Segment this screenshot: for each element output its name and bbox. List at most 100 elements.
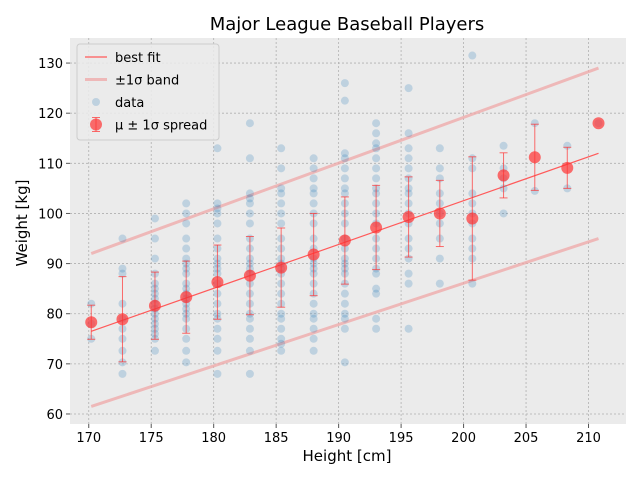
x-axis-ticks: 170 175 180 185 190 195 200 205 210 (76, 424, 601, 446)
spread-marker (561, 146, 574, 189)
data-point (213, 324, 222, 333)
spread-mean-point (116, 313, 129, 326)
data-point (309, 154, 318, 163)
data-point (309, 184, 318, 193)
x-tick-label: 170 (76, 431, 101, 446)
legend-label: μ ± 1σ spread (115, 119, 207, 134)
spread-mean-point (148, 299, 161, 312)
data-point (372, 129, 381, 138)
data-point (182, 244, 191, 253)
data-point (118, 358, 127, 367)
spread-marker (528, 123, 541, 191)
data-point (213, 334, 222, 343)
data-point (372, 139, 381, 148)
data-point (245, 199, 254, 208)
data-point (309, 334, 318, 343)
sigma-band (90, 66, 600, 408)
spread-mean-point (402, 210, 415, 223)
data-point (277, 339, 286, 348)
y-tick-label: 130 (38, 57, 63, 72)
data-point (372, 284, 381, 293)
data-point (372, 289, 381, 298)
data-point (404, 154, 413, 163)
data-point (182, 219, 191, 228)
chart-title: Major League Baseball Players (210, 14, 485, 35)
data-point (372, 314, 381, 323)
legend-box (76, 43, 220, 141)
data-point (404, 144, 413, 153)
spread-errorbars (85, 117, 605, 363)
data-point (499, 141, 508, 150)
x-tick-label: 205 (514, 431, 539, 446)
spread-marker (116, 276, 129, 363)
data-point (372, 154, 381, 163)
spread-marker (211, 244, 224, 320)
data-point (245, 324, 254, 333)
spread-marker (85, 304, 98, 340)
data-point (245, 219, 254, 228)
data-point (530, 119, 539, 128)
data-point (309, 309, 318, 318)
data-point (340, 309, 349, 318)
data-point (309, 199, 318, 208)
data-point (213, 219, 222, 228)
data-point (372, 119, 381, 128)
y-axis-label: Weight [kg] (13, 180, 31, 267)
data-point (277, 209, 286, 218)
data-point (277, 164, 286, 173)
data-point (404, 279, 413, 288)
y-tick-label: 100 (38, 207, 63, 222)
spread-marker (592, 117, 605, 130)
data-point (372, 324, 381, 333)
spread-marker (307, 212, 320, 297)
data-point (530, 186, 539, 195)
x-tick-label: 175 (139, 431, 164, 446)
data-point (182, 199, 191, 208)
data-point (150, 346, 159, 355)
spread-mean-point (466, 212, 479, 225)
spread-marker (433, 179, 446, 248)
data-point (182, 346, 191, 355)
y-tick-label: 120 (38, 107, 63, 122)
data-point (340, 96, 349, 105)
data-point (340, 154, 349, 163)
data-point (340, 184, 349, 193)
data-point (245, 314, 254, 323)
spread-mean-point (180, 291, 193, 304)
y-tick-label: 80 (46, 308, 63, 323)
band-upper-line (90, 66, 600, 255)
spread-mean-point (370, 221, 383, 234)
data-point (182, 254, 191, 263)
x-tick-label: 180 (201, 431, 226, 446)
data-point (435, 144, 444, 153)
data-point (309, 314, 318, 323)
x-tick-label: 185 (264, 431, 289, 446)
legend-label: ±1σ band (115, 74, 179, 89)
data-point (340, 79, 349, 88)
x-tick-label: 190 (326, 431, 351, 446)
data-point (213, 204, 222, 213)
data-point (182, 358, 191, 367)
data-point (277, 144, 286, 153)
data-point (245, 369, 254, 378)
data-point (372, 164, 381, 173)
data-point (468, 279, 477, 288)
x-axis-label: Height [cm] (303, 447, 392, 465)
data-point (150, 214, 159, 223)
data-point (150, 234, 159, 243)
spread-mean-point (275, 261, 288, 274)
data-point (245, 154, 254, 163)
spread-mean-point (307, 248, 320, 261)
spread-marker (402, 176, 415, 258)
data-point (245, 194, 254, 203)
data-point (404, 324, 413, 333)
data-point (182, 234, 191, 243)
spread-marker (275, 227, 288, 308)
spread-marker (466, 156, 479, 281)
spread-mean-point (497, 169, 510, 182)
data-point (309, 164, 318, 173)
spread-mean-point (592, 117, 605, 130)
data-point (213, 369, 222, 378)
data-point (309, 189, 318, 198)
legend-label: data (115, 96, 144, 111)
